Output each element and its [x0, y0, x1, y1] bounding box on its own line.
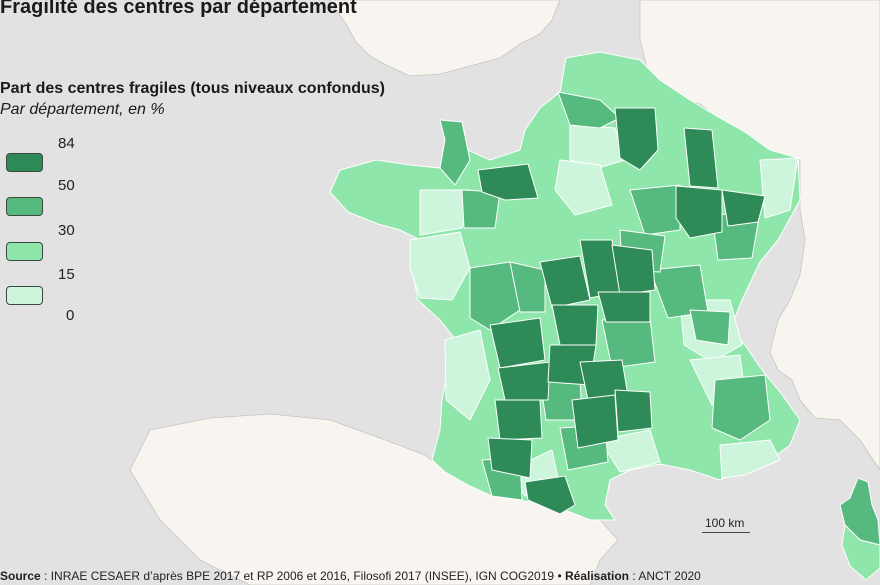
source-line: Source : INRAE CESAER d’après BPE 2017 e… — [0, 569, 701, 583]
legend-tick-84: 84 — [58, 135, 75, 152]
source-colon: : — [44, 569, 48, 583]
dept-medium-15 — [689, 309, 731, 346]
dept-dark-4 — [721, 189, 766, 227]
dept-dark-1 — [614, 107, 659, 171]
realisation-text: ANCT 2020 — [638, 569, 701, 583]
legend-subtitle: Par département, en % — [0, 101, 165, 118]
legend-tick-30: 30 — [58, 222, 75, 239]
map-title: Fragilité des centres par département — [0, 0, 357, 18]
source-separator: • — [557, 569, 562, 583]
dept-dark-16 — [487, 437, 533, 479]
dept-light-5 — [444, 329, 491, 421]
dept-dark-2 — [683, 127, 719, 189]
realisation-colon: : — [632, 569, 636, 583]
realisation-label: Réalisation — [564, 569, 630, 583]
legend-swatch-15-30 — [6, 242, 43, 261]
legend-tick-15: 15 — [58, 266, 75, 283]
dept-dark-11 — [489, 317, 546, 369]
legend-tick-50: 50 — [58, 177, 75, 194]
dept-medium-12 — [711, 374, 771, 441]
dept-dark-12 — [497, 361, 551, 401]
legend-swatch-0-15 — [6, 286, 43, 305]
dept-dark-6 — [539, 255, 591, 309]
dept-light-3 — [419, 189, 471, 236]
source-label: Source — [0, 569, 41, 583]
source-text: INRAE CESAER d’après BPE 2017 et RP 2006… — [50, 569, 555, 583]
dept-dark-19 — [524, 475, 576, 515]
dept-light-2 — [554, 159, 613, 216]
dept-medium-3 — [557, 91, 621, 129]
france-departments — [329, 51, 801, 521]
dept-medium-1 — [439, 119, 471, 186]
legend-tick-0: 0 — [66, 307, 75, 324]
corsica — [839, 477, 880, 581]
united-kingdom — [329, 0, 561, 77]
dept-dark-3 — [675, 185, 723, 239]
dept-light-8 — [719, 439, 781, 479]
dept-light-4 — [409, 231, 471, 301]
dept-dark-5 — [477, 163, 539, 201]
corsica-south — [841, 523, 880, 581]
dept-light-1 — [569, 124, 626, 169]
legend-swatch-30-50 — [6, 197, 43, 216]
dept-medium-6 — [629, 184, 681, 236]
legend-title: Part des centres fragiles (tous niveaux … — [0, 80, 385, 97]
neighbor-countries — [129, 0, 880, 585]
scale-bar — [702, 532, 750, 533]
dept-dark-17 — [571, 394, 619, 449]
dept-dark-18 — [614, 389, 653, 433]
dept-dark-8 — [611, 244, 656, 296]
scale-label: 100 km — [705, 516, 745, 530]
dept-dark-15 — [494, 399, 543, 441]
legend-swatch-50-84 — [6, 153, 43, 172]
dept-dark-10 — [551, 304, 599, 346]
dept-dark-9 — [597, 291, 651, 323]
dept-medium-5 — [509, 261, 546, 313]
dept-medium-4 — [469, 261, 521, 331]
